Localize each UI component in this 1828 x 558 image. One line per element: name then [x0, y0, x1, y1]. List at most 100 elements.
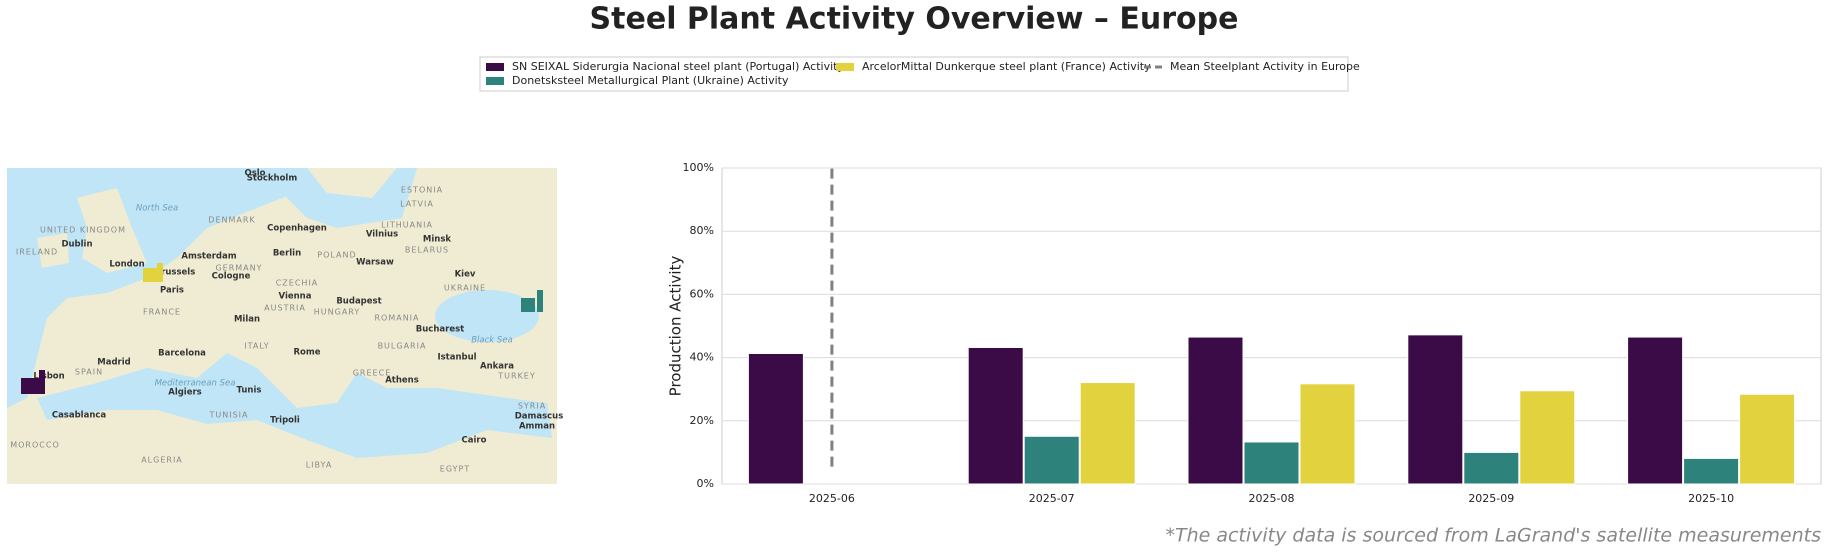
legend-swatch — [486, 63, 504, 71]
map-label: TUNISIA — [209, 411, 249, 420]
plant-icon — [21, 370, 45, 394]
map-label: Vilnius — [366, 230, 398, 240]
footnote: *The activity data is sourced from LaGra… — [1165, 525, 1821, 547]
map-label: GERMANY — [215, 264, 262, 273]
x-tick-label: 2025-06 — [809, 492, 855, 505]
legend-box — [479, 56, 1349, 92]
map-label: UKRAINE — [444, 284, 486, 293]
map-label: TURKEY — [497, 372, 536, 381]
map-label: ALGERIA — [141, 456, 183, 465]
y-tick-label: 20% — [690, 414, 714, 427]
legend-swatch — [486, 77, 504, 85]
map-label: Stockholm — [247, 174, 298, 184]
map-label: Copenhagen — [267, 224, 327, 234]
bar — [1627, 336, 1684, 485]
bar — [967, 346, 1024, 485]
y-axis-label: Production Activity — [667, 256, 685, 397]
map-label: SPAIN — [75, 368, 103, 377]
map-label: HUNGARY — [314, 308, 360, 317]
map-label: ROMANIA — [374, 314, 419, 323]
bar — [1463, 451, 1520, 485]
map-label: LIBYA — [306, 461, 333, 470]
bar — [1407, 334, 1464, 485]
map-label: ITALY — [244, 342, 269, 351]
legend-label: SN SEIXAL Siderurgia Nacional steel plan… — [512, 60, 844, 73]
map-land — [77, 188, 147, 273]
map-label: Vienna — [279, 292, 312, 302]
map-label: Amsterdam — [181, 252, 236, 262]
map-label: Madrid — [97, 358, 130, 368]
bar — [1079, 382, 1136, 485]
map-label: LATVIA — [400, 200, 434, 209]
y-tick-label: 60% — [690, 287, 714, 300]
bar — [1187, 336, 1244, 485]
map-label: UNITED KINGDOM — [40, 226, 126, 235]
bar — [1023, 435, 1080, 485]
map-label: North Sea — [136, 204, 178, 214]
map-sea — [37, 353, 552, 458]
bar — [1683, 457, 1740, 485]
plant-icon — [143, 263, 163, 282]
map-label: Oslo — [244, 169, 265, 179]
chart-title: Steel Plant Activity Overview – Europe — [590, 2, 1239, 37]
x-tick-label: 2025-09 — [1468, 492, 1514, 505]
map-label: GREECE — [353, 369, 392, 378]
map-label: Warsaw — [356, 258, 394, 268]
map-label: SYRIA — [518, 402, 546, 411]
map-label: Athens — [385, 376, 419, 386]
map-label: Barcelona — [158, 349, 206, 359]
map-label: MOROCCO — [10, 441, 60, 450]
map-label: Kiev — [455, 270, 476, 280]
map-label: London — [109, 260, 144, 270]
map-label: Tripoli — [270, 416, 300, 426]
x-tick-label: 2025-08 — [1249, 492, 1295, 505]
map-label: IRELAND — [16, 248, 58, 257]
x-tick-label: 2025-10 — [1688, 492, 1734, 505]
map-label: Rome — [293, 348, 320, 358]
map-label: ESTONIA — [401, 186, 443, 195]
map-label: Milan — [234, 315, 260, 325]
y-tick-label: 100% — [683, 161, 714, 174]
map-label: Amman — [519, 422, 555, 432]
legend-swatch — [836, 63, 854, 71]
map-label: Casablanca — [52, 411, 107, 421]
y-tick-label: 80% — [690, 224, 714, 237]
map-label: EGYPT — [440, 465, 470, 474]
bar — [1739, 393, 1796, 485]
map-label: CZECHIA — [276, 279, 319, 288]
map-sea — [7, 168, 307, 408]
map-land — [7, 408, 29, 484]
legend-label: ArcelorMittal Dunkerque steel plant (Fra… — [862, 60, 1151, 73]
map-label: Minsk — [423, 235, 451, 245]
map-label: Algiers — [168, 388, 202, 398]
map-label: Cologne — [212, 272, 251, 282]
map-label: Bucharest — [416, 325, 464, 335]
map-label: Lisbon — [33, 372, 64, 382]
x-tick-label: 2025-07 — [1029, 492, 1075, 505]
map-label: Brussels — [155, 268, 196, 278]
map-land — [37, 233, 69, 268]
map-label: BELARUS — [405, 246, 449, 255]
map-sea — [435, 290, 539, 342]
map-label: BULGARIA — [378, 342, 427, 351]
bar — [1299, 383, 1356, 485]
bar — [747, 352, 804, 485]
map-label: POLAND — [317, 251, 356, 260]
map-label: Mediterranean Sea — [155, 379, 236, 389]
map-label: Ankara — [480, 362, 514, 372]
map-label: AUSTRIA — [264, 304, 306, 313]
y-tick-label: 0% — [697, 477, 714, 490]
bar — [1519, 390, 1576, 485]
bar — [1243, 441, 1300, 485]
map-label: FRANCE — [143, 308, 181, 317]
map-label: DENMARK — [208, 216, 255, 225]
map-label: Istanbul — [437, 353, 476, 363]
map-label: Black Sea — [471, 336, 513, 346]
map-label: Berlin — [273, 249, 301, 259]
map-label: Paris — [160, 286, 184, 296]
map-label: Damascus — [515, 412, 564, 422]
plant-icon — [521, 290, 543, 312]
map-label: Dublin — [61, 240, 92, 250]
y-tick-label: 40% — [690, 351, 714, 364]
